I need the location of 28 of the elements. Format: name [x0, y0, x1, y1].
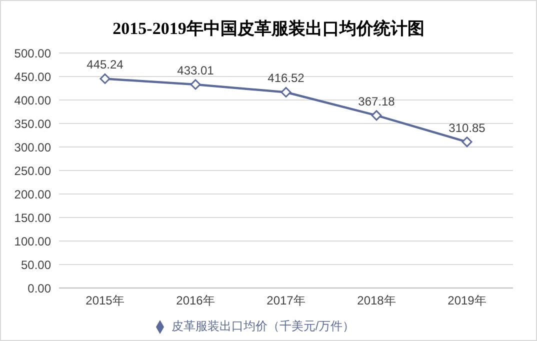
y-tick-label: 450.00: [14, 70, 52, 84]
point: [190, 79, 201, 90]
data-label: 310.85: [448, 120, 486, 135]
y-tick-label: 250.00: [14, 164, 52, 178]
y-tick-label: 400.00: [14, 93, 52, 108]
x-tick-label: 2015年: [86, 294, 124, 308]
y-tick-label: 300.00: [14, 140, 52, 154]
y-tick-label: 200.00: [14, 187, 52, 202]
data-label: 433.01: [177, 63, 214, 78]
y-tick-label: 500.00: [14, 46, 52, 60]
x-tick-label: 2017年: [266, 294, 306, 308]
y-tick-label: 150.00: [14, 210, 52, 225]
y-tick-label: 0.00: [28, 281, 52, 296]
y-tick-label: 50.00: [20, 258, 52, 272]
data-label: 445.24: [86, 58, 124, 72]
legend-label: 皮革服装出口均价（千美元/万件）: [171, 319, 355, 333]
point: [462, 136, 472, 148]
data-label: 367.18: [358, 94, 396, 108]
chart-title: 2015-2019年中国皮革服装出口均价统计图: [112, 18, 426, 40]
x-tick-label: 2019年: [448, 294, 486, 308]
y-tick-label: 100.00: [14, 234, 52, 248]
x-tick-label: 2018年: [357, 294, 396, 308]
y-tick-label: 350.00: [14, 116, 52, 131]
point: [280, 86, 292, 98]
point: [100, 73, 110, 84]
data-label: 416.52: [268, 71, 305, 86]
point: [371, 110, 382, 121]
x-tick-label: 2016年: [176, 294, 215, 308]
